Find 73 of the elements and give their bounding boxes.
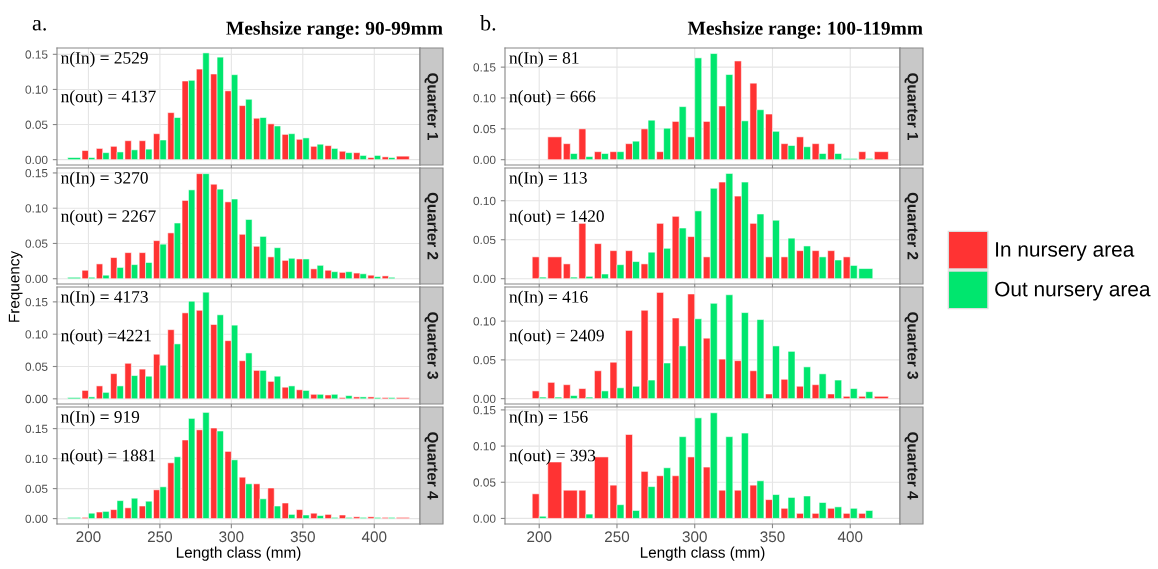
annotation: n(out) = 2409 (509, 329, 604, 345)
annotation: n(out) = 666 (509, 90, 596, 106)
y-tick-label: 0.00 (473, 514, 496, 523)
y-tick-label: 0.00 (25, 514, 48, 523)
y-tick-label: 0.10 (473, 94, 496, 103)
y-tick-label: 0.10 (25, 454, 48, 463)
annotation: n(out) =4221 (61, 329, 151, 345)
annotation: n(In) = 4173 (61, 290, 148, 307)
text: a. (32, 19, 46, 31)
x-tick-label: 250 (147, 531, 173, 543)
x-tick-label: 200 (76, 531, 101, 543)
text: Quarter 3 (904, 312, 919, 379)
text: Quarter 1 (904, 73, 919, 141)
y-tick-label: 0.15 (473, 63, 496, 72)
y-tick-label: 0.00 (473, 155, 496, 165)
x-axis-title: Length class (mm) (640, 546, 765, 561)
annotation: n(In) = 156 (509, 410, 588, 427)
annotation: n(out) = 393 (509, 449, 596, 465)
x-axis-title: Length class (mm) (176, 546, 301, 561)
text: Quarter 2 (904, 192, 919, 260)
y-tick-label: 0.15 (25, 50, 48, 59)
x-tick-label: 400 (837, 531, 863, 543)
x-tick-label: 350 (760, 531, 785, 543)
y-tick-label: 0.10 (473, 317, 496, 326)
x-tick-label: 350 (290, 531, 315, 543)
annotation: n(out) = 1881 (61, 449, 156, 465)
y-tick-label: 0.05 (473, 124, 496, 134)
y-tick-label: 0.05 (473, 355, 496, 365)
y-tick-label: 0.05 (473, 235, 496, 245)
y-tick-label: 0.00 (473, 274, 496, 284)
chart-subtitle: Meshsize range: 100-119mm (687, 21, 923, 39)
y-tick-label: 0.05 (25, 362, 48, 371)
annotation: n(out) = 4137 (61, 90, 156, 106)
annotation: n(In) = 113 (509, 171, 587, 188)
y-tick-label: 0.05 (25, 120, 48, 129)
y-tick-label: 0.00 (25, 394, 48, 404)
annotation: n(In) = 2529 (61, 51, 148, 68)
y-tick-label: 0.10 (25, 85, 48, 94)
y-tick-label: 0.00 (25, 274, 48, 284)
y-tick-label: 0.10 (473, 442, 496, 451)
text: b. (480, 14, 496, 31)
text: Quarter 2 (424, 192, 439, 260)
legend-label: In nursery area (996, 242, 1135, 261)
legend-label: Out nursery area (995, 281, 1151, 301)
annotation: n(In) = 416 (509, 290, 588, 307)
text: Quarter 4 (424, 432, 439, 500)
x-tick-label: 250 (604, 531, 630, 543)
x-tick-label: 300 (219, 531, 244, 543)
y-axis-title: Frequency (8, 250, 23, 322)
annotation: n(In) = 81 (509, 51, 579, 68)
y-tick-label: 0.15 (25, 424, 48, 433)
annotation: n(In) = 3270 (61, 171, 148, 188)
x-tick-label: 400 (361, 531, 387, 543)
y-tick-label: 0.00 (473, 394, 496, 404)
y-tick-label: 0.05 (473, 478, 496, 487)
text: Quarter 1 (424, 73, 439, 141)
y-tick-label: 0.05 (25, 484, 48, 493)
annotation: n(out) = 1420 (509, 209, 604, 226)
annotation: n(out) = 2267 (61, 209, 156, 226)
y-tick-label: 0.10 (25, 330, 48, 339)
x-tick-label: 200 (527, 531, 552, 543)
chart-subtitle: Meshsize range: 90-99mm (226, 21, 443, 39)
y-tick-label: 0.15 (473, 405, 496, 415)
y-tick-label: 0.10 (25, 204, 48, 213)
annotation: n(In) = 919 (61, 410, 140, 427)
y-tick-label: 0.10 (473, 196, 496, 206)
y-tick-label: 0.00 (25, 155, 48, 165)
text: Quarter 4 (904, 432, 919, 500)
x-tick-label: 300 (682, 531, 707, 543)
text: Quarter 3 (424, 312, 439, 379)
y-tick-label: 0.15 (25, 168, 48, 178)
y-tick-label: 0.15 (25, 297, 48, 307)
y-tick-label: 0.05 (25, 239, 48, 248)
